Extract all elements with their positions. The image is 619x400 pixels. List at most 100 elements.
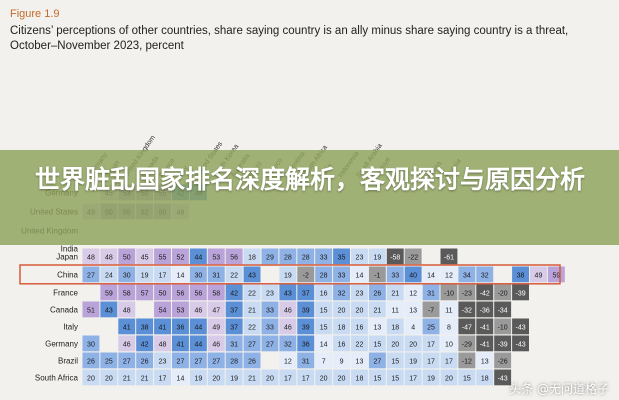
heatmap-cell (261, 248, 279, 265)
heatmap-cell (279, 284, 297, 301)
heatmap-cell (440, 266, 458, 283)
heatmap-cell (136, 318, 154, 335)
row-label: Germany (45, 340, 78, 349)
heatmap-cell (207, 369, 225, 386)
heatmap-cell (512, 318, 529, 335)
heatmap-cell (225, 335, 243, 352)
heatmap-cell (297, 266, 315, 283)
cell-value-label: 15 (391, 359, 399, 366)
cell-value-label: 17 (284, 376, 292, 383)
cell-value-label: 46 (284, 325, 292, 332)
cell-value-label: 17 (302, 376, 310, 383)
heatmap-cell (82, 266, 100, 283)
row-label: Japan (56, 253, 78, 262)
cell-value-label: 17 (445, 359, 453, 366)
heatmap-cell (154, 301, 171, 318)
cell-value-label: 20 (105, 376, 113, 383)
cell-value-label: 11 (445, 308, 452, 315)
heatmap-cell (261, 284, 279, 301)
cell-value-label: 48 (123, 308, 131, 315)
cell-value-label: 27 (87, 273, 95, 280)
heatmap-cell (333, 284, 350, 301)
cell-value-label: 30 (194, 273, 202, 280)
heatmap-cell (154, 335, 171, 352)
heatmap-cell (333, 248, 350, 265)
cell-value-label: -41 (480, 342, 490, 349)
cell-value-label: 39 (302, 308, 310, 315)
watermark-text: 头条 @无问道格子 (509, 382, 609, 396)
heatmap-cell (82, 369, 100, 386)
cell-value-label: -43 (515, 325, 525, 332)
heatmap-cell (458, 335, 476, 352)
heatmap-cell (136, 284, 154, 301)
cell-value-label: 26 (141, 359, 149, 366)
cell-value-label: 43 (105, 308, 113, 315)
heatmap-cell (458, 318, 476, 335)
heatmap-cell (440, 248, 458, 265)
heatmap-cell (225, 301, 243, 318)
heatmap-cell (189, 318, 207, 335)
cell-value-label: 32 (284, 342, 292, 349)
cell-value-label: -23 (462, 291, 472, 298)
cell-value-label: 57 (141, 291, 149, 298)
row-label: France (53, 289, 78, 298)
cell-value-label: 20 (87, 376, 95, 383)
cell-value-label: 19 (230, 376, 238, 383)
heatmap-cell (243, 369, 261, 386)
heatmap-cell (136, 352, 154, 369)
cell-value-label: 22 (356, 342, 364, 349)
cell-value-label: -22 (408, 255, 418, 262)
cell-value-label: 32 (338, 291, 346, 298)
cell-value-label: 10 (445, 342, 453, 349)
heatmap-cell (351, 266, 368, 283)
cell-value-label: 26 (87, 359, 95, 366)
cell-value-label: 28 (284, 255, 292, 262)
heatmap-cell (386, 266, 404, 283)
heatmap-cell (422, 301, 440, 318)
cell-value-label: 24 (105, 273, 113, 280)
heatmap-cell (476, 301, 494, 318)
cell-value-label: 56 (230, 255, 238, 262)
cell-value-label: 15 (320, 325, 328, 332)
heatmap-cell (351, 301, 368, 318)
heatmap-cell (279, 369, 297, 386)
cell-value-label: 20 (356, 308, 364, 315)
heatmap-cell (386, 301, 404, 318)
heatmap-cell (458, 284, 476, 301)
cell-value-label: 38 (517, 273, 525, 280)
cell-value-label: 12 (284, 359, 292, 366)
heatmap-cell (440, 284, 458, 301)
heatmap-cell (386, 352, 404, 369)
cell-value-label: 48 (87, 255, 95, 262)
heatmap-cell (207, 284, 225, 301)
cell-value-label: 30 (87, 342, 95, 349)
cell-value-label: 20 (338, 376, 346, 383)
heatmap-cell (118, 284, 136, 301)
heatmap-cell (279, 301, 297, 318)
heatmap-cell (368, 318, 386, 335)
heatmap-cell (368, 248, 386, 265)
cell-value-label: 15 (373, 342, 381, 349)
cell-value-label: -2 (303, 273, 309, 280)
heatmap-cell (189, 369, 207, 386)
cell-value-label: 14 (177, 376, 185, 383)
heatmap-cell (297, 248, 315, 265)
heatmap-cell (225, 352, 243, 369)
cell-value-label: 21 (248, 308, 256, 315)
cell-value-label: 46 (194, 308, 202, 315)
cell-value-label: 46 (212, 342, 220, 349)
heatmap-cell (279, 248, 297, 265)
heatmap-cell (172, 284, 189, 301)
row-label: South Africa (35, 374, 79, 383)
heatmap-cell (136, 369, 154, 386)
heatmap-cell (118, 352, 136, 369)
heatmap-cell (476, 369, 494, 386)
heatmap-cell (189, 248, 207, 265)
heatmap-cell (82, 284, 100, 301)
cell-value-label: 35 (338, 255, 346, 262)
heatmap-cell (494, 369, 512, 386)
heatmap-cell (351, 248, 368, 265)
cell-value-label: 18 (481, 376, 489, 383)
heatmap-cell (404, 335, 422, 352)
heatmap-cell (422, 266, 440, 283)
